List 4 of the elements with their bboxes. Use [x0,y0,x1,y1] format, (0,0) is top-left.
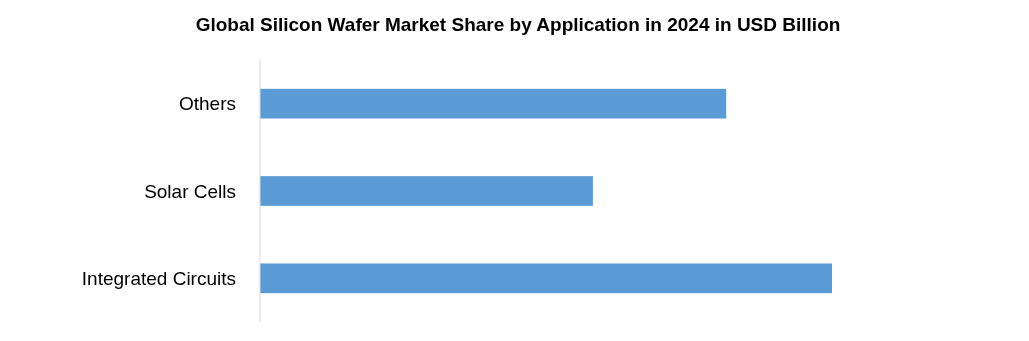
y-tick-label: Solar Cells [144,180,236,202]
chart-title: Global Silicon Wafer Market Share by Application in 2024 in USD Billion [195,14,841,35]
y-tick-label: Integrated Circuits [81,267,236,289]
y-tick-label: Others [178,93,236,115]
